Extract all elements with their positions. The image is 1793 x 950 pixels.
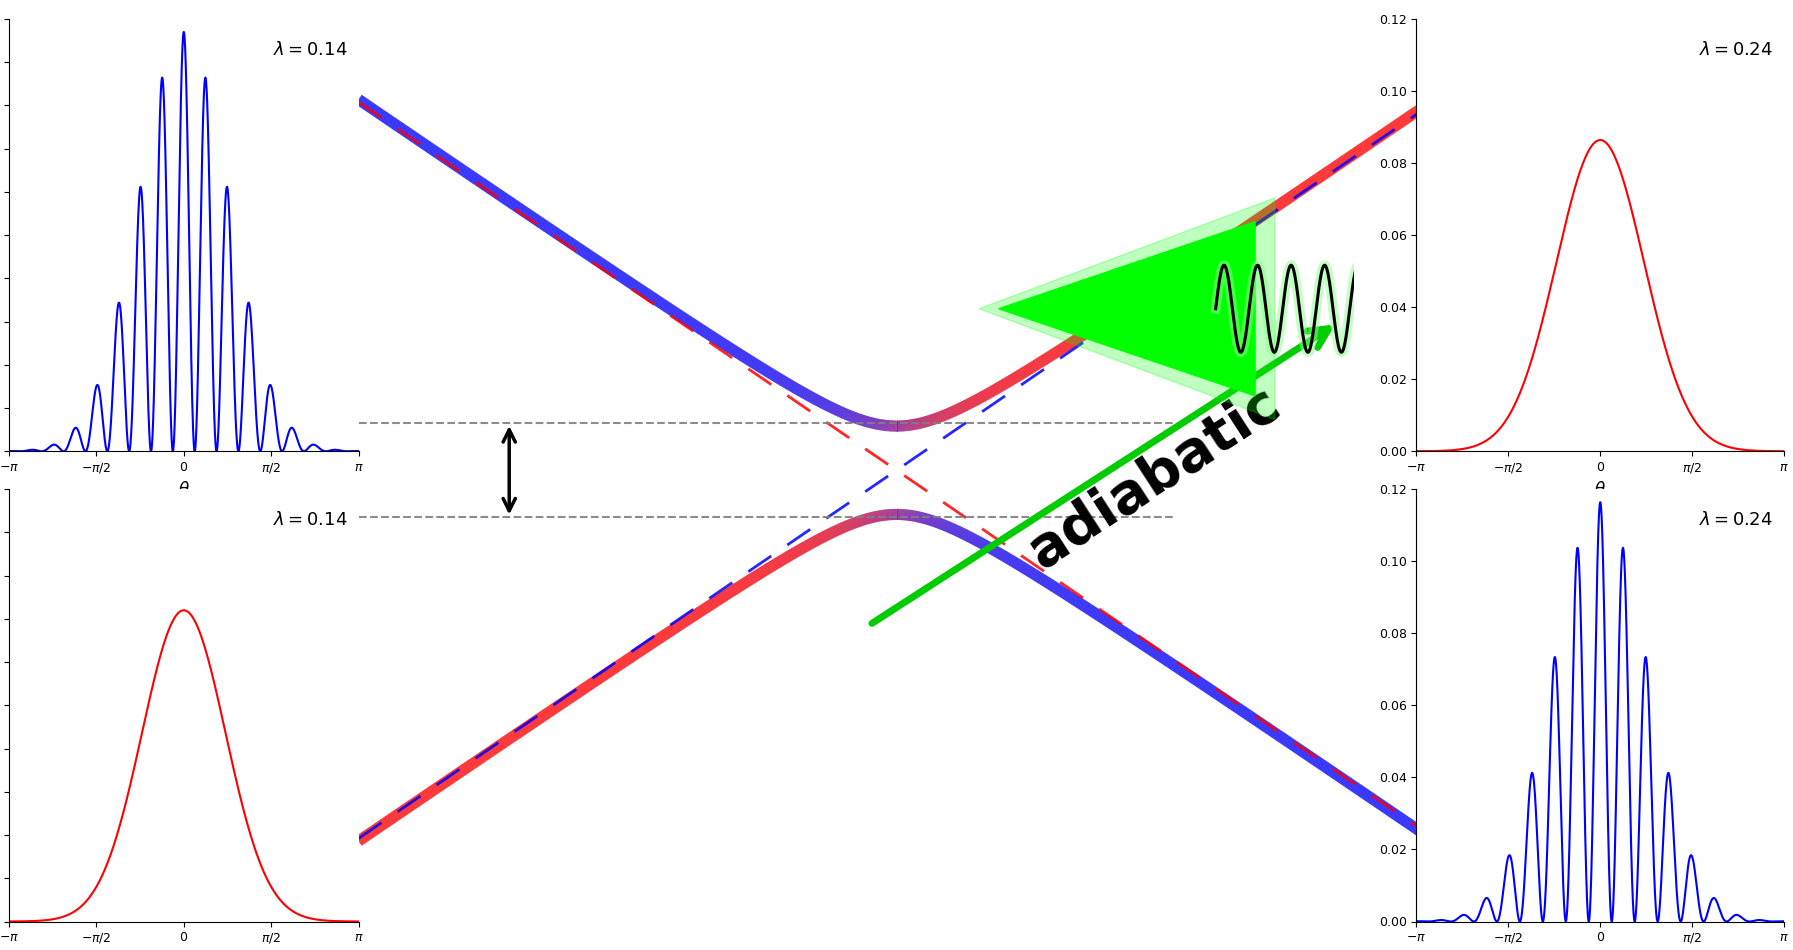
Text: adiabatic: adiabatic	[1018, 376, 1291, 580]
Polygon shape	[979, 198, 1275, 420]
Text: $\lambda = 0.14$: $\lambda = 0.14$	[274, 41, 348, 59]
X-axis label: $\theta$: $\theta$	[178, 481, 190, 499]
Text: $\lambda = 0.14$: $\lambda = 0.14$	[274, 511, 348, 529]
X-axis label: $\theta$: $\theta$	[1594, 481, 1607, 499]
Text: $\lambda = 0.24$: $\lambda = 0.24$	[1700, 511, 1773, 529]
Text: $\lambda = 0.24$: $\lambda = 0.24$	[1700, 41, 1773, 59]
Polygon shape	[999, 221, 1255, 396]
